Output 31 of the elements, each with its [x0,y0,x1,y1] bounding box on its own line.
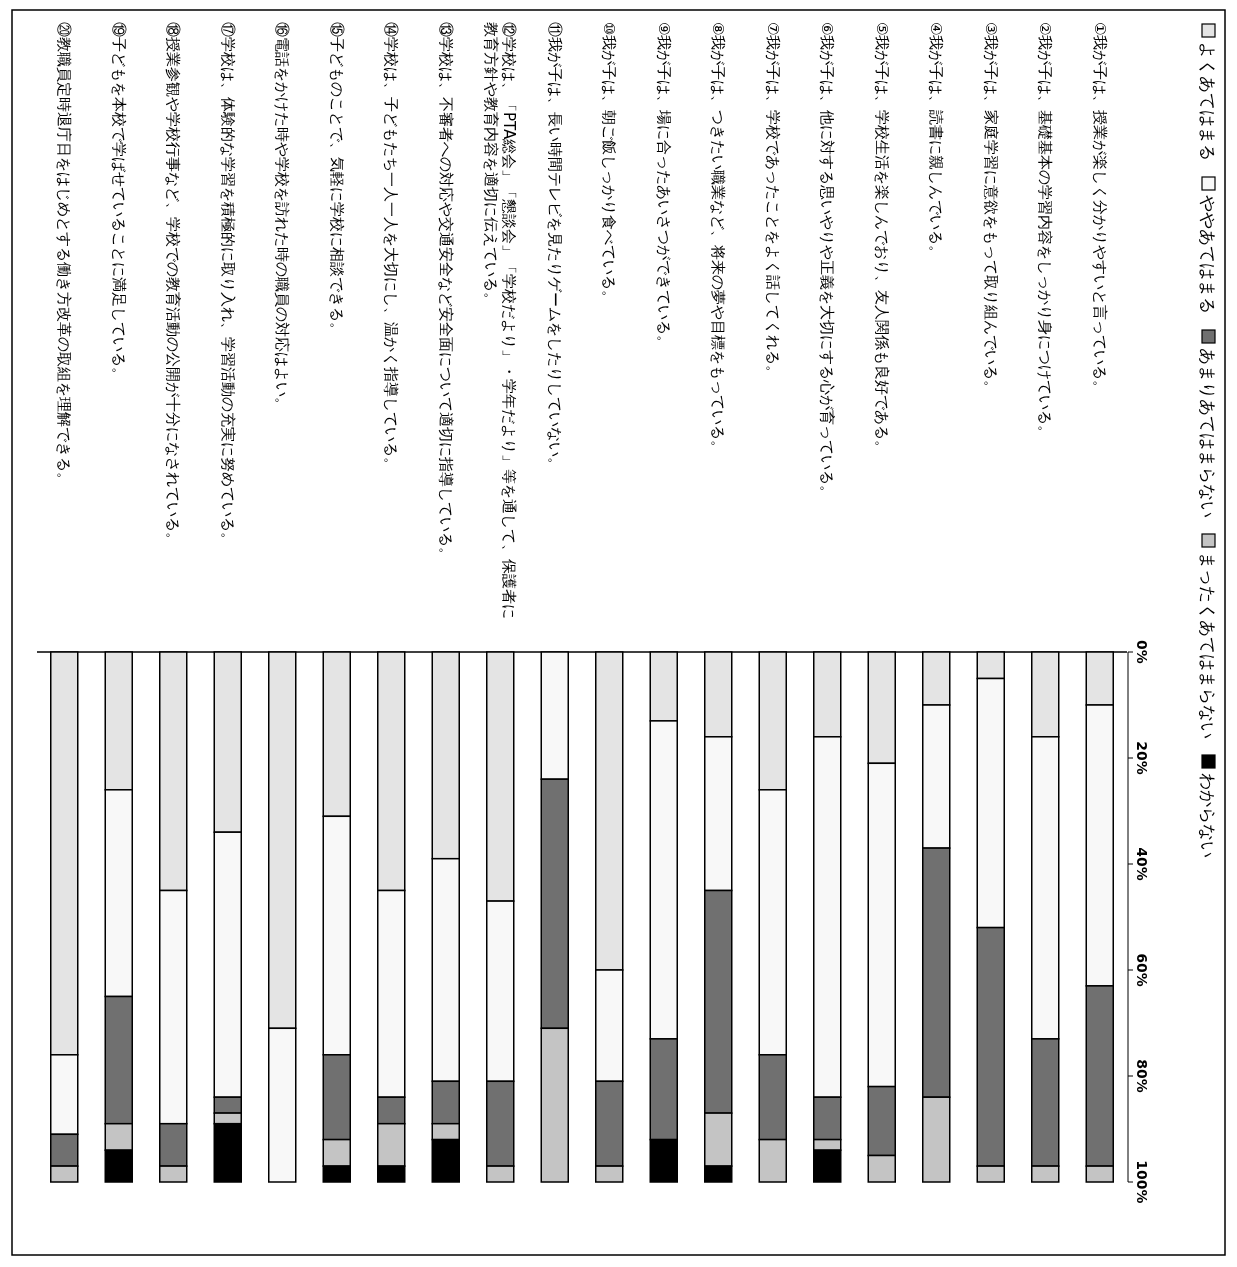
y-tick-label: 20% [1134,741,1150,775]
category-label: ⑨我が子は、場に合ったあいさつができている。 [654,22,673,351]
legend-label: あまりあてはまらない [1198,348,1218,518]
category-label: ⑭学校は、子どもたち一人一人を大切にし、温かく指導している。 [382,22,401,472]
category-label: ⑲子どもを本校で学ばせていることに満足している。 [109,22,128,382]
y-tick-label: 60% [1134,953,1150,987]
category-label: ⑧我が子は、つきたい職業など、将来の夢や目標をもっている。 [709,22,728,456]
category-label: ⑩我が子は、朝ご飯しっかり食べている。 [600,22,619,306]
y-tick-label: 0% [1134,640,1150,664]
category-label: ①我が子は、授業が楽しく分かりやすいと言っている。 [1090,22,1109,396]
legend-label: わからない [1198,773,1218,858]
y-tick-label: 40% [1134,847,1150,881]
category-label: ⑫学校は、「PTA総会」「懇談会」「学校だより」・学年だより」等を通して、保護者に教育方針や教育内容を適切に伝えている。 [482,22,519,620]
y-tick-label: 80% [1134,1059,1150,1093]
category-label: ⑱授業参観や学校行事など、学校での教育活動の公開が十分になされている。 [164,22,183,547]
category-label: ⑪我が子は、長い時間テレビを見たりゲームをしたりしていない。 [545,22,564,472]
category-label: ⑬学校は、不審者への対応や交通安全など安全面について適切に指導している。 [436,22,455,562]
category-label: ⑯電話をかけた時や学校を訪れた時の職員の対応はよい。 [273,22,292,412]
legend-label: よくあてはまる [1198,42,1218,161]
legend-label: まったくあてはまらない [1198,552,1218,739]
category-label: ⑮子どものことで、気軽に学校に相談できる。 [327,22,346,337]
category-label: ③我が子は、家庭学習に意欲をもって取り組んでいる。 [981,22,1000,396]
category-label: ⑳教職員定時退庁日をはじめとする働き方改革の取組を理解できる。 [55,22,74,487]
category-label: ④我が子は、読書に親しんでいる。 [927,22,946,261]
y-tick-label: 100% [1134,1160,1150,1204]
category-label: ⑰学校は、体験的な学習を積極的に取り入れ、学習活動の充実に努めている。 [218,22,237,547]
category-label: ⑦我が子は、学校であったことをよく話してくれる。 [763,22,782,381]
category-label: ②我が子は、基礎基本の学習内容をしっかり身につけている。 [1036,22,1055,441]
category-label: ⑤我が子は、学校生活を楽しんでおり、友人関係も良好である。 [872,22,891,456]
legend-label: ややあてはまる [1198,195,1218,314]
category-label: ⑥我が子は、他に対する思いやりや正義を大切にする心が育っている。 [818,22,837,501]
